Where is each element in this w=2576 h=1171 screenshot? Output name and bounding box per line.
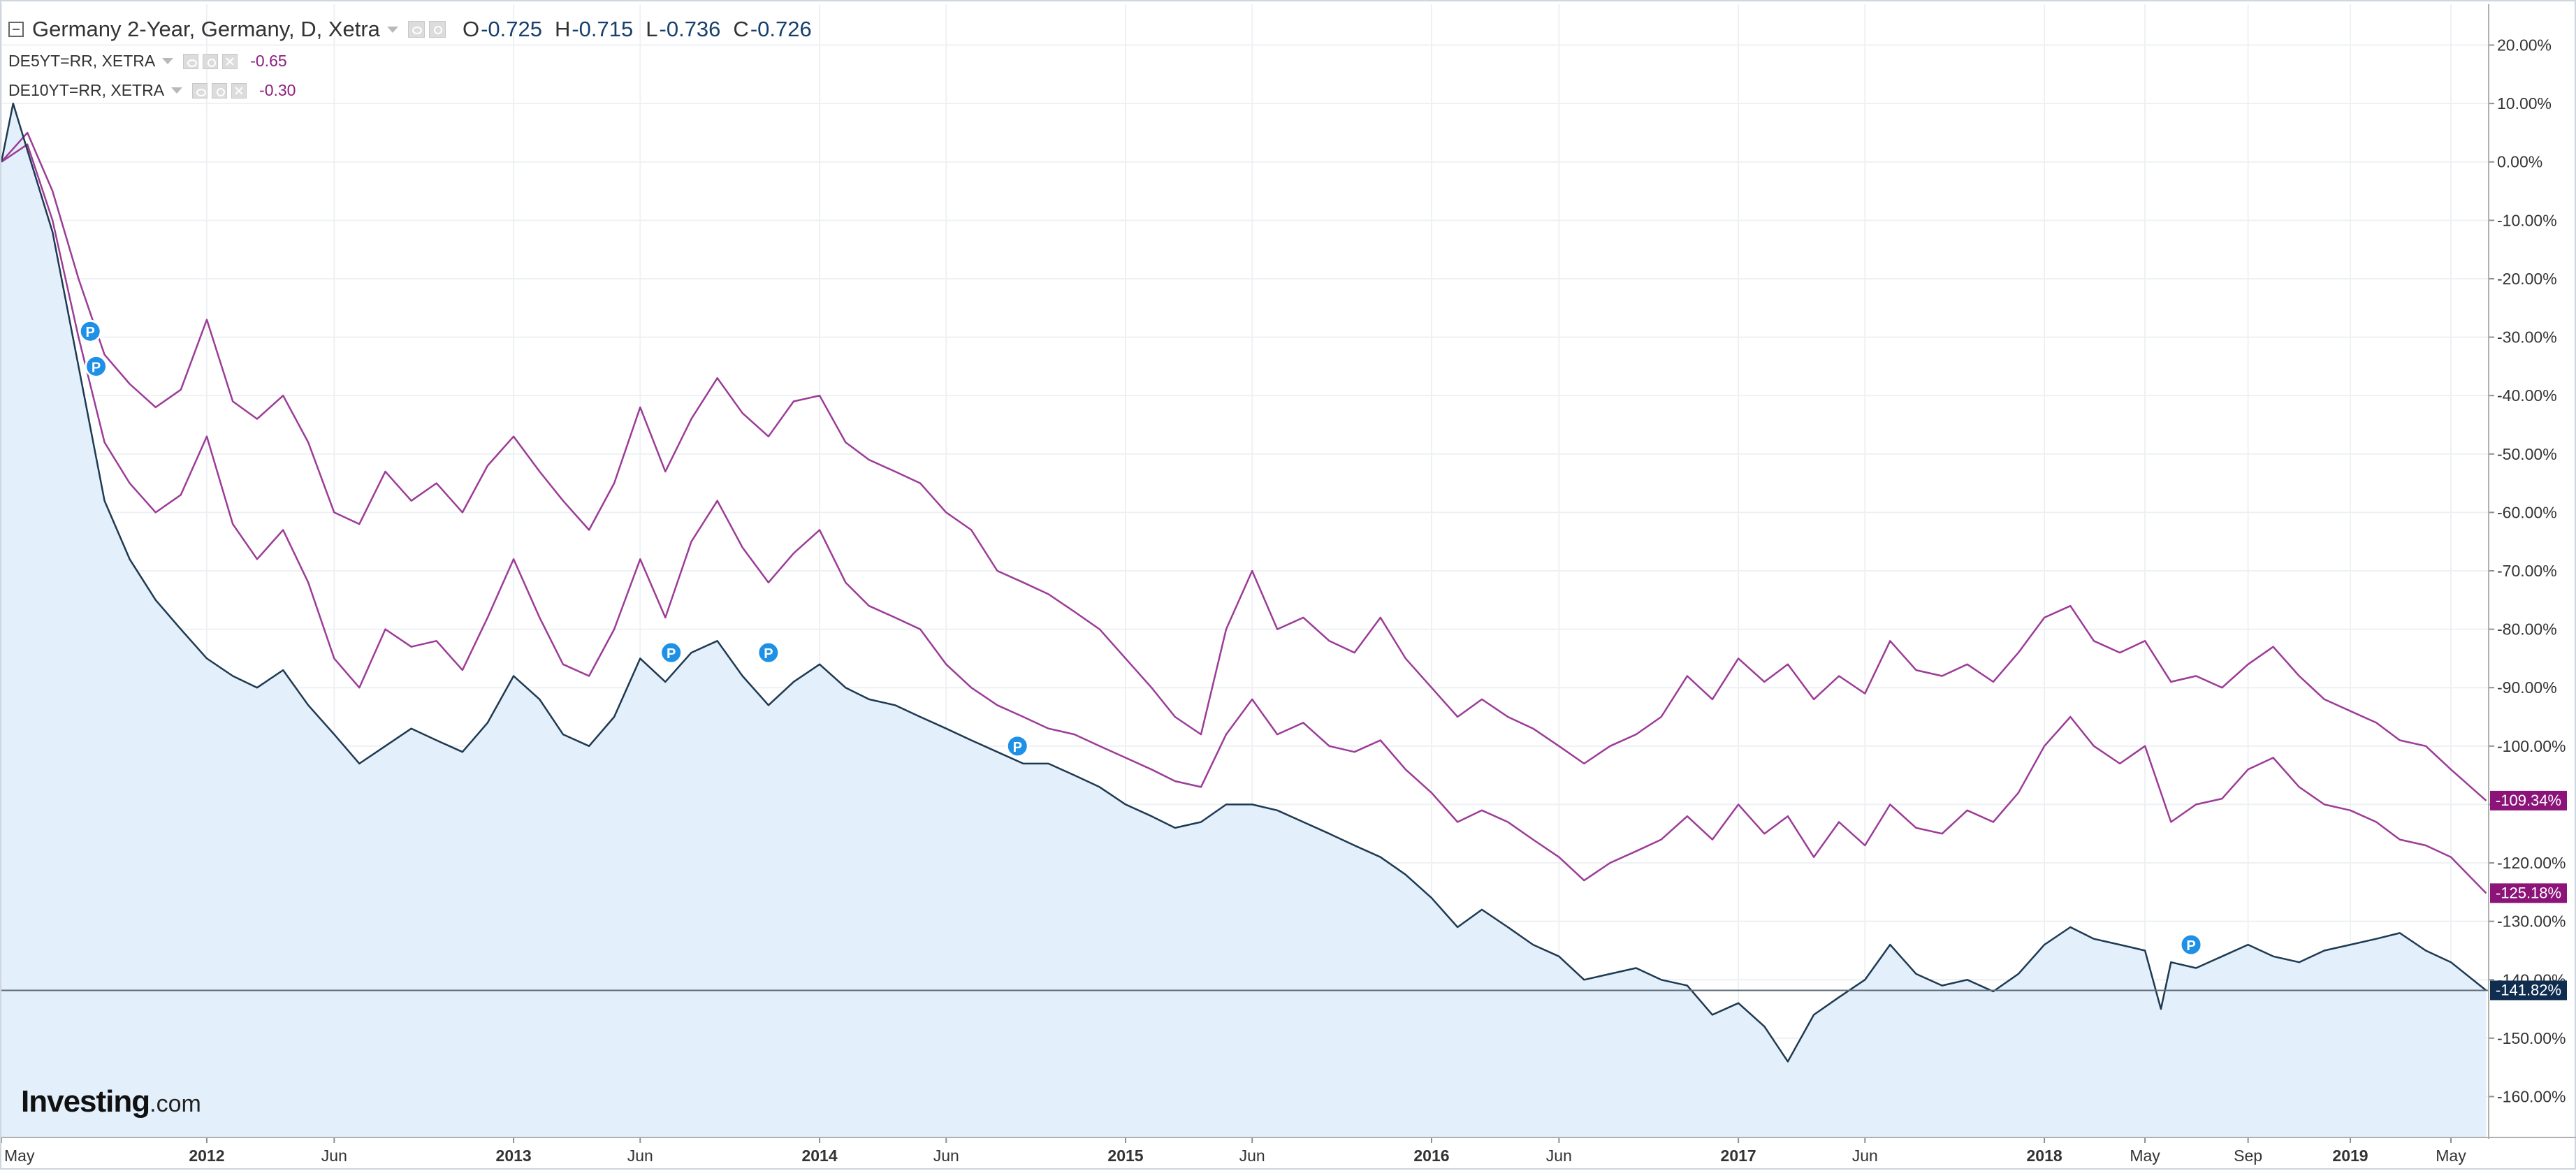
x-tick-label: Sep	[2234, 1147, 2262, 1165]
event-marker[interactable]: P	[1005, 734, 1029, 758]
x-tick-label: Jun	[1546, 1147, 1572, 1165]
investing-logo: Investing.com	[21, 1084, 201, 1119]
compare-value-de5y: -0.65	[250, 52, 287, 70]
y-tick-label: -90.00%	[2497, 678, 2557, 697]
event-marker-label: P	[1013, 740, 1022, 755]
main-legend: Germany 2-Year, Germany, D, Xetra O-0.72…	[8, 17, 812, 42]
event-marker-label: P	[764, 646, 773, 662]
event-marker-dot	[78, 319, 102, 343]
compare-dropdown-icon[interactable]	[162, 58, 174, 64]
x-tick-label: 2012	[189, 1147, 224, 1165]
ohlc-high: H-0.715	[554, 17, 634, 41]
collapse-legend-button[interactable]	[8, 22, 24, 37]
y-tick-label: -40.00%	[2497, 386, 2557, 405]
ohlc-low: L-0.736	[646, 17, 721, 41]
y-tick-label: -160.00%	[2497, 1087, 2566, 1105]
x-tick-label: 2019	[2332, 1147, 2368, 1165]
close-icon[interactable]	[222, 53, 238, 69]
series-line-de5yt-rr[interactable]	[1, 143, 2487, 894]
event-marker[interactable]: P	[757, 641, 780, 664]
x-tick-label: 2013	[496, 1147, 532, 1165]
y-tick-label: -80.00%	[2497, 620, 2557, 639]
gear-icon[interactable]	[212, 82, 228, 99]
y-tick-label: -120.00%	[2497, 854, 2566, 872]
event-marker-label: P	[667, 646, 676, 662]
event-marker[interactable]: P	[660, 641, 683, 664]
compare-symbol-de10y[interactable]: DE10YT=RR, XETRA	[8, 81, 165, 99]
y-tick-label: -70.00%	[2497, 562, 2557, 580]
x-tick-label: May	[4, 1147, 35, 1165]
ohlc-close: C-0.726	[733, 17, 812, 41]
event-marker-dot	[1005, 734, 1029, 758]
event-marker-label: P	[2186, 938, 2195, 954]
y-tick-label: 10.00%	[2497, 94, 2552, 112]
eye-icon[interactable]	[407, 21, 425, 38]
x-tick-label: 2014	[801, 1147, 837, 1165]
event-marker-dot	[2179, 933, 2203, 957]
compare-legend-de5y: DE5YT=RR, XETRA -0.65	[8, 52, 287, 71]
y-tick-label: -100.00%	[2497, 737, 2566, 755]
x-tick-label: Jun	[321, 1147, 347, 1165]
x-tick-label: May	[2130, 1147, 2160, 1165]
x-tick-label: Jun	[1852, 1147, 1878, 1165]
x-axis[interactable]: May 2012 Jun 2013 Jun 2014 Jun 2015 Jun 2016 Jun 20…	[1, 1137, 2576, 1165]
event-marker-dot	[757, 641, 780, 664]
y-tick-label: -10.00%	[2497, 211, 2557, 229]
close-icon[interactable]	[231, 82, 247, 99]
x-tick-label: May	[2436, 1147, 2466, 1165]
area-layer	[1, 103, 2487, 1138]
gear-icon[interactable]	[428, 21, 446, 38]
last-value-label: -109.34%	[2496, 792, 2561, 809]
main-symbol-title[interactable]: Germany 2-Year, Germany, D, Xetra	[32, 17, 380, 41]
compare-legend-de10y: DE10YT=RR, XETRA -0.30	[8, 81, 296, 100]
last-value-badges: -109.34% -125.18% -141.82%	[2490, 790, 2567, 1001]
line-layer	[1, 102, 2487, 1063]
x-tick-label: Jun	[627, 1147, 653, 1165]
event-marker-label: P	[86, 325, 95, 340]
compare-value-de10y: -0.30	[259, 81, 296, 99]
gear-icon[interactable]	[203, 53, 219, 69]
x-tick-label: 2015	[1107, 1147, 1143, 1165]
eye-icon[interactable]	[192, 82, 208, 99]
symbol-dropdown-icon[interactable]	[386, 26, 398, 33]
last-value-badge	[2490, 980, 2567, 1001]
x-tick-label: Jun	[1239, 1147, 1265, 1165]
ohlc-open: O-0.725	[462, 17, 542, 41]
compare-dropdown-icon[interactable]	[171, 87, 183, 94]
x-tick-label: 2018	[2026, 1147, 2062, 1165]
compare-symbol-de5y[interactable]: DE5YT=RR, XETRA	[8, 52, 156, 70]
last-value-label: -141.82%	[2496, 981, 2561, 998]
y-tick-label: 0.00%	[2497, 153, 2542, 171]
y-tick-label: -130.00%	[2497, 912, 2566, 931]
event-marker-layer: P P P P P P	[78, 319, 2203, 957]
x-tick-label: 2016	[1413, 1147, 1449, 1165]
series-line-germany-2-year[interactable]	[1, 102, 2487, 1063]
event-marker[interactable]: P	[85, 354, 108, 378]
y-tick-label: -30.00%	[2497, 328, 2557, 347]
main-series-area	[1, 103, 2487, 1138]
x-tick-label: Jun	[933, 1147, 959, 1165]
last-value-badge	[2490, 790, 2567, 810]
y-tick-label: 20.00%	[2497, 36, 2552, 54]
eye-icon[interactable]	[183, 53, 199, 69]
event-marker-label: P	[92, 360, 101, 375]
x-tick-label: 2017	[1721, 1147, 1756, 1165]
series-line-de10yt-rr[interactable]	[1, 131, 2487, 801]
last-value-label: -125.18%	[2496, 884, 2561, 901]
last-value-badge	[2490, 883, 2567, 903]
y-tick-label: -20.00%	[2497, 270, 2557, 288]
event-marker[interactable]: P	[78, 319, 102, 343]
y-axis[interactable]: 20.00% 10.00% 0.00% -10.00% -20.00% -30.00% -4…	[2488, 4, 2566, 1139]
event-marker-dot	[85, 354, 108, 378]
event-marker[interactable]: P	[2179, 933, 2203, 957]
y-tick-label: -50.00%	[2497, 445, 2557, 463]
event-marker-dot	[660, 641, 683, 664]
y-tick-label: -150.00%	[2497, 1029, 2566, 1047]
y-tick-label: -60.00%	[2497, 503, 2557, 521]
